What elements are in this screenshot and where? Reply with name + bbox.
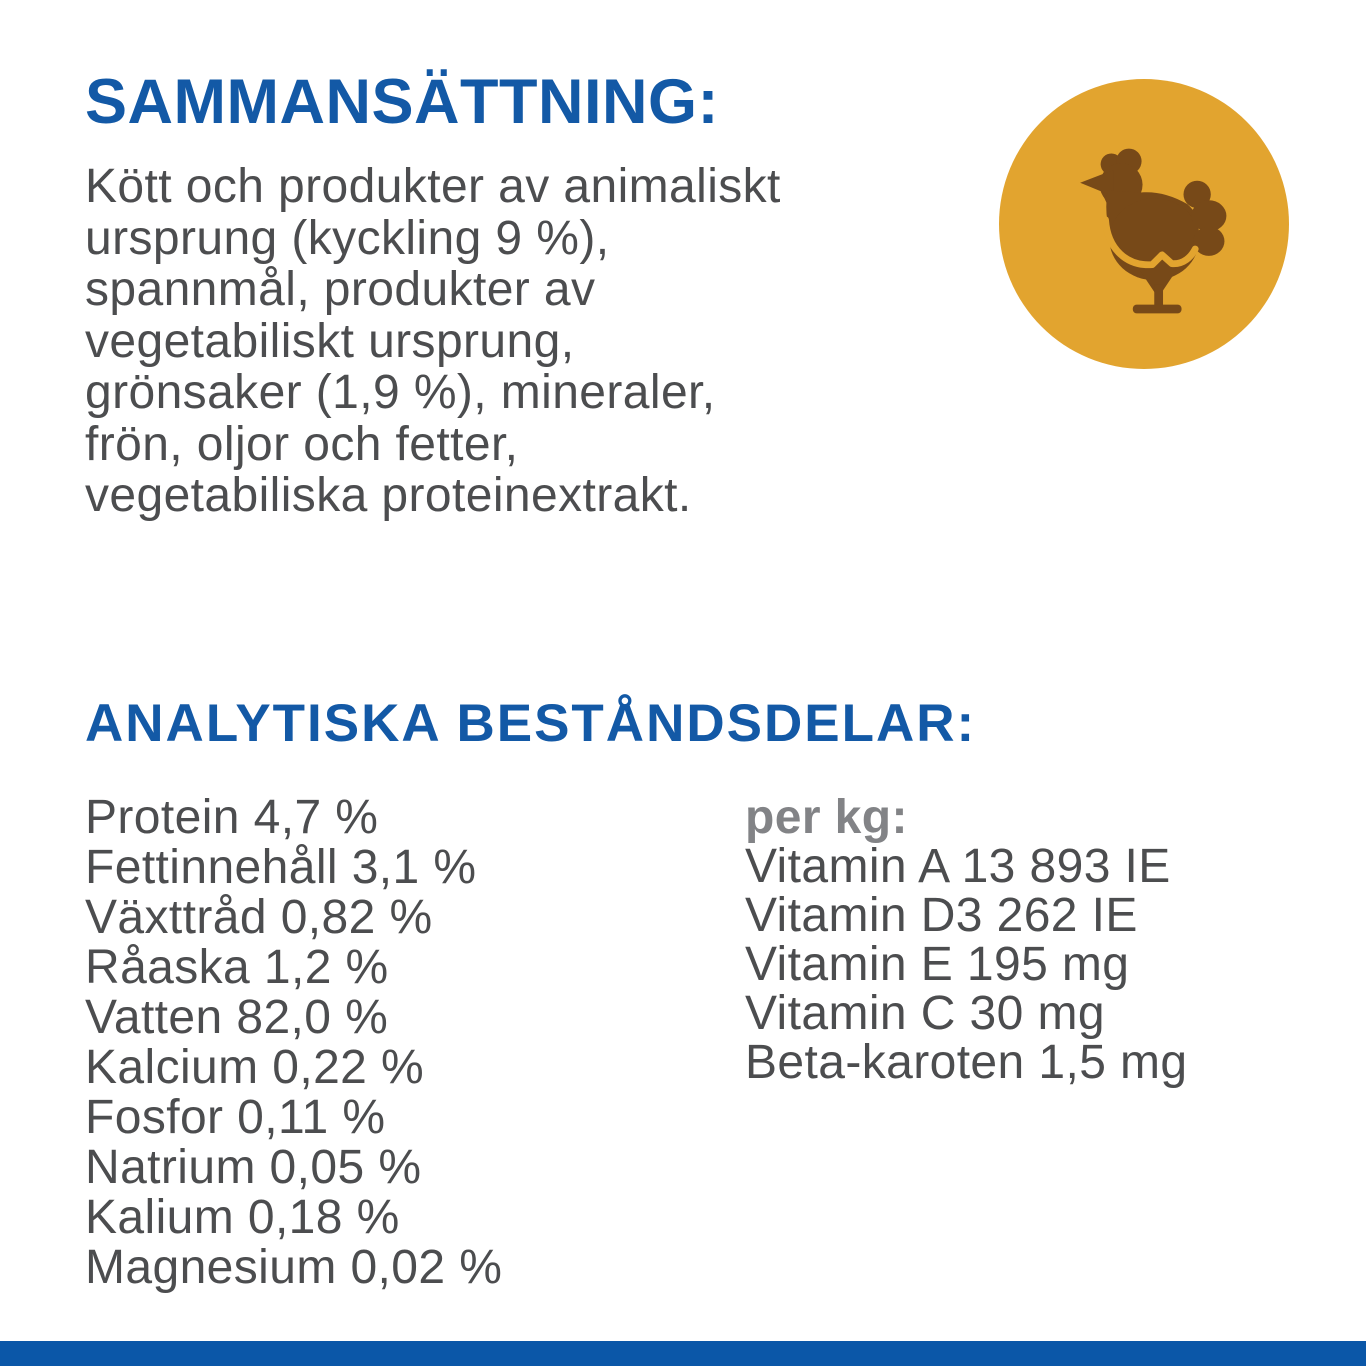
analytical-heading: ANALYTISKA BESTÅNDSDELAR: <box>85 694 977 753</box>
nutrient-line: Magnesium 0,02 % <box>85 1241 503 1294</box>
nutrient-line: Protein 4,7 % <box>85 791 379 844</box>
per-kg-label: per kg: <box>745 791 908 844</box>
nutrient-line: Kalium 0,18 % <box>85 1191 400 1244</box>
nutrient-line: Fettinnehåll 3,1 % <box>85 841 477 894</box>
composition-line: spannmål, produkter av <box>85 263 596 316</box>
composition-text: Kött och produkter av animaliskt ursprun… <box>85 161 781 522</box>
composition-heading: SAMMANSÄTTNING: <box>85 67 719 137</box>
chicken-badge <box>999 79 1289 369</box>
nutrient-line: Kalcium 0,22 % <box>85 1041 425 1094</box>
composition-line: vegetabiliskt ursprung, <box>85 314 575 368</box>
vitamin-line: Vitamin D3 262 IE <box>745 889 1138 942</box>
nutrient-line: Växttråd 0,82 % <box>85 891 433 944</box>
composition-line: grönsaker (1,9 %), mineraler, <box>85 366 716 419</box>
nutrient-list: Protein 4,7 % Fettinnehåll 3,1 % Växttrå… <box>85 793 502 1293</box>
composition-line: vegetabiliska proteinextrakt. <box>85 469 692 522</box>
nutrient-line: Fosfor 0,11 % <box>85 1091 386 1144</box>
composition-line: Kött och produkter av animaliskt <box>85 160 781 213</box>
vitamin-line: Vitamin C 30 mg <box>745 987 1105 1040</box>
nutrient-line: Råaska 1,2 % <box>85 941 389 994</box>
vitamin-line: Vitamin A 13 893 IE <box>745 840 1171 893</box>
vitamin-list: per kg: Vitamin A 13 893 IE Vitamin D3 2… <box>745 793 1188 1087</box>
nutrient-line: Natrium 0,05 % <box>85 1141 422 1194</box>
composition-line: frön, oljor och fetter, <box>85 417 519 471</box>
vitamin-line: Vitamin E 195 mg <box>745 938 1130 991</box>
chicken-icon <box>1079 148 1226 313</box>
nutrient-line: Vatten 82,0 % <box>85 991 389 1044</box>
composition-line: ursprung (kyckling 9 %), <box>85 211 610 265</box>
vitamin-line: Beta-karoten 1,5 mg <box>745 1036 1188 1089</box>
bottom-accent-bar <box>0 1341 1366 1366</box>
